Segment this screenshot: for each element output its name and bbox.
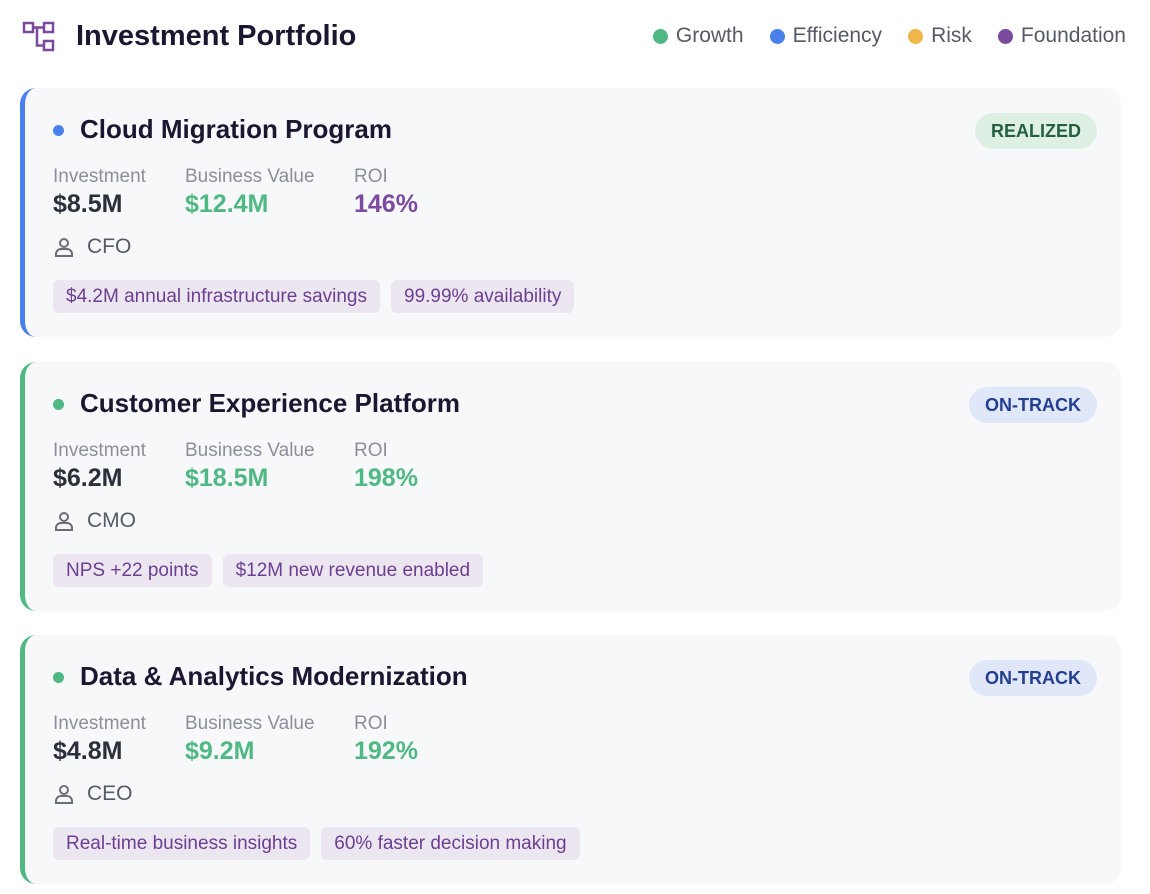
portfolio-icon <box>22 21 55 52</box>
legend-item: Efficiency <box>769 24 883 48</box>
metric-label: ROI <box>354 166 388 187</box>
owner-name: CMO <box>87 508 136 532</box>
person-icon <box>55 238 73 257</box>
status-badge: ON-TRACK <box>969 660 1097 696</box>
owner: CMO <box>53 509 136 533</box>
metric: ROI 198% <box>354 440 418 493</box>
legend-dot <box>769 28 785 44</box>
metric: Investment $6.2M <box>53 440 146 493</box>
title: Investment Portfolio <box>76 19 357 52</box>
header: Investment Portfolio Growth Efficiency Ris… <box>22 14 1126 58</box>
metric: Investment $8.5M <box>53 166 146 219</box>
legend: Growth Efficiency Risk Foundation <box>652 24 1126 48</box>
owner-name: CEO <box>87 782 133 805</box>
metric: Business Value $9.2M <box>185 713 315 766</box>
status-badge: REALIZED <box>975 113 1097 149</box>
metric-value: 198% <box>354 463 418 492</box>
legend-label: Foundation <box>1020 24 1126 47</box>
person-icon <box>55 511 73 531</box>
owner: CEO <box>53 782 133 806</box>
metric: Business Value $12.4M <box>185 166 315 219</box>
tag: 99.99% availability <box>391 280 575 313</box>
metric-value: $8.5M <box>53 190 123 218</box>
person-icon <box>55 785 73 804</box>
card-title: Data & Analytics Modernization <box>80 661 468 691</box>
metric: Business Value $18.5M <box>185 440 315 493</box>
owner: CFO <box>53 235 131 259</box>
category-dot <box>53 125 64 136</box>
metric-label: Investment <box>53 439 146 461</box>
status-badge: ON-TRACK <box>969 386 1097 423</box>
metric-value: 192% <box>354 737 418 765</box>
card-title: Customer Experience Platform <box>80 387 461 418</box>
category-dot <box>53 398 64 410</box>
legend-dot <box>997 28 1013 44</box>
metric-value: $4.8M <box>53 737 123 765</box>
metric: ROI 192% <box>354 713 418 766</box>
tag: $4.2M annual infrastructure savings <box>53 280 380 313</box>
tag: NPS +22 points <box>53 553 212 587</box>
legend-label: Risk <box>931 24 972 47</box>
tag: $12M new revenue enabled <box>222 553 484 587</box>
card: Cloud Migration Program REALIZED Investmen… <box>20 88 1121 337</box>
card: Customer Experience Platform ON-TRACK Inve… <box>20 361 1121 611</box>
tag-list: Real-time business insights 60% faster de… <box>53 827 580 860</box>
card: Data & Analytics Modernization ON-TRACK In… <box>20 635 1121 884</box>
tag: 60% faster decision making <box>321 827 580 860</box>
legend-item: Foundation <box>997 24 1126 48</box>
tag-list: NPS +22 points $12M new revenue enabled <box>53 553 484 587</box>
tag-list: $4.2M annual infrastructure savings 99.99… <box>53 280 575 313</box>
metric-value: $9.2M <box>185 737 255 765</box>
metric-label: Investment <box>53 713 146 734</box>
metric-value: $12.4M <box>185 190 269 218</box>
legend-item: Risk <box>908 24 972 48</box>
metric-label: Business Value <box>185 166 315 187</box>
legend-item: Growth <box>652 24 744 48</box>
metric: Investment $4.8M <box>53 713 146 766</box>
owner-name: CFO <box>87 235 132 258</box>
metric-label: Business Value <box>185 713 315 734</box>
metric-value: $18.5M <box>185 463 269 492</box>
legend-label: Efficiency <box>792 24 883 47</box>
metric-label: Business Value <box>185 439 315 461</box>
tag: Real-time business insights <box>53 827 311 860</box>
metric-label: Investment <box>53 166 146 187</box>
category-dot <box>53 672 64 683</box>
legend-dot <box>908 28 924 44</box>
legend-label: Growth <box>675 24 744 47</box>
card-title: Cloud Migration Program <box>80 114 392 144</box>
metric-label: ROI <box>354 439 388 461</box>
metric-value: 146% <box>354 190 418 218</box>
metric-label: ROI <box>354 713 388 734</box>
metric-value: $6.2M <box>53 463 123 492</box>
legend-dot <box>652 28 668 44</box>
metric: ROI 146% <box>354 166 418 219</box>
